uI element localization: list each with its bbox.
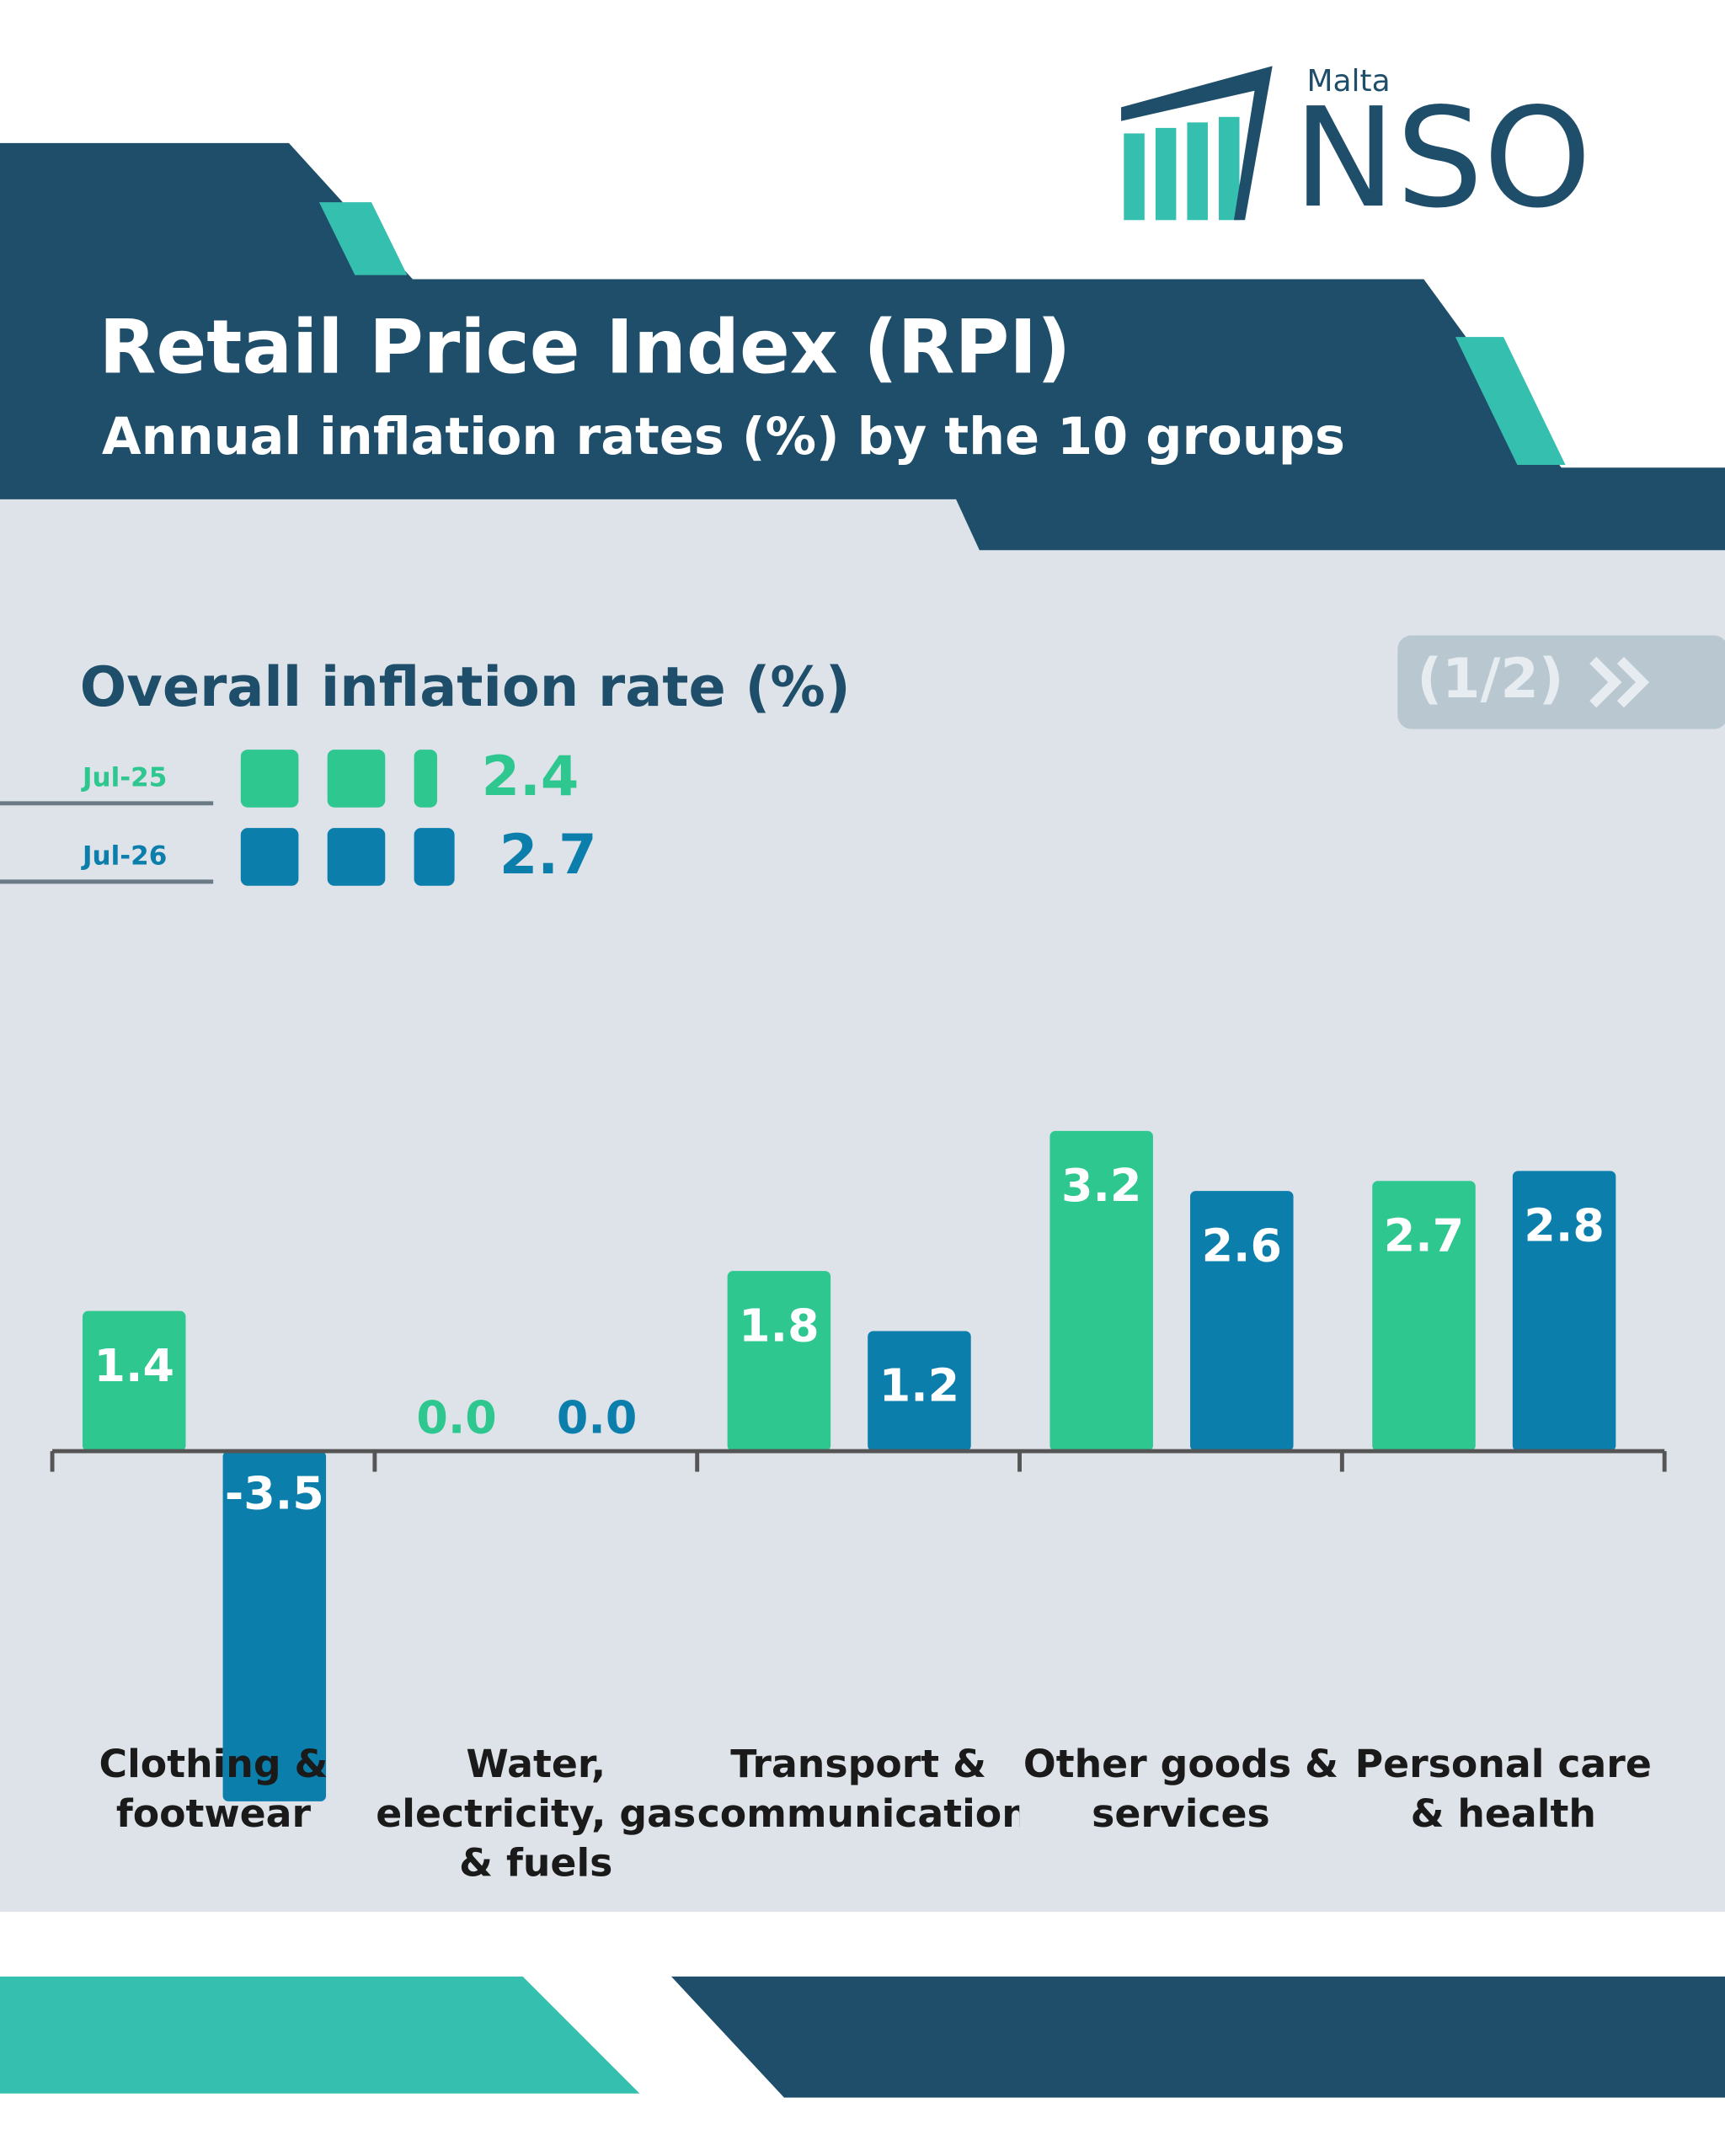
category-box: Personal care & health — [1354, 1741, 1652, 1837]
bar — [1190, 1191, 1294, 1452]
overall-unit — [414, 750, 438, 808]
value-label: 3.2 — [1061, 1159, 1141, 1212]
category-label: Personal care & health — [1354, 1741, 1652, 1837]
logo-arrow — [1121, 66, 1273, 221]
value-label: 1.2 — [879, 1359, 959, 1412]
value-label: 0.0 — [416, 1391, 496, 1444]
category-label: Transport & communication — [697, 1741, 1020, 1837]
category-box: Transport & communication — [697, 1741, 1020, 1837]
footer-accent — [0, 1976, 640, 2094]
logo-bar — [1124, 133, 1145, 221]
overall-unit — [327, 750, 386, 808]
bar — [82, 1310, 186, 1452]
overall-value: 2.4 — [482, 744, 579, 808]
value-label: -3.5 — [225, 1467, 324, 1520]
overall-unit — [414, 828, 455, 886]
overall-unit — [240, 750, 299, 808]
page-indicator-bg[interactable] — [1397, 635, 1725, 729]
logo-small: Malta — [1307, 64, 1391, 99]
category-box: Water, electricity, gas & fuels — [376, 1741, 697, 1886]
logo-bar — [1219, 116, 1240, 221]
bar — [1049, 1130, 1153, 1452]
accent — [1455, 337, 1566, 466]
overall-unit — [327, 828, 386, 886]
logo-bar — [1187, 122, 1208, 221]
bar — [727, 1271, 831, 1452]
category-label: Other goods & services — [1023, 1741, 1338, 1837]
logo-bar — [1155, 127, 1177, 221]
logo-big: NSO — [1293, 77, 1591, 238]
bar — [222, 1451, 327, 1801]
value-label: 2.6 — [1202, 1219, 1282, 1272]
overall-label: Jul-26 — [81, 841, 167, 871]
value-label: 0.0 — [557, 1391, 637, 1444]
value-label: 1.8 — [739, 1299, 819, 1352]
subtitle: Annual inflation rates (%) by the 10 gro… — [102, 408, 1345, 467]
bar — [1512, 1171, 1616, 1452]
title: Retail Price Index (RPI) — [99, 304, 1071, 391]
next-chevron[interactable] — [1589, 656, 1650, 708]
value-label: 1.4 — [94, 1339, 174, 1392]
category-label: Water, electricity, gas & fuels — [376, 1741, 697, 1886]
overall-title: Overall inflation rate (%) — [80, 655, 851, 719]
logo: Malta NSO — [1121, 64, 1592, 238]
overall-unit — [240, 828, 299, 886]
category-label: Clothing & footwear — [99, 1741, 328, 1837]
bar — [868, 1331, 971, 1452]
overall-value: 2.7 — [499, 823, 597, 887]
category-box: Clothing & footwear — [99, 1741, 328, 1837]
overall-label: Jul-25 — [81, 762, 167, 792]
bar — [1372, 1181, 1476, 1452]
canvas: Malta NSO Retail Price Index (RPI) Annua… — [0, 64, 1725, 2098]
page-indicator[interactable]: (1/2) — [1417, 647, 1563, 711]
value-label: 2.8 — [1524, 1199, 1604, 1252]
accent — [318, 202, 408, 275]
footer-band — [671, 1976, 1725, 2098]
value-label: 2.7 — [1384, 1209, 1464, 1262]
header-band — [0, 142, 1725, 551]
category-box: Other goods & services — [1023, 1741, 1338, 1837]
